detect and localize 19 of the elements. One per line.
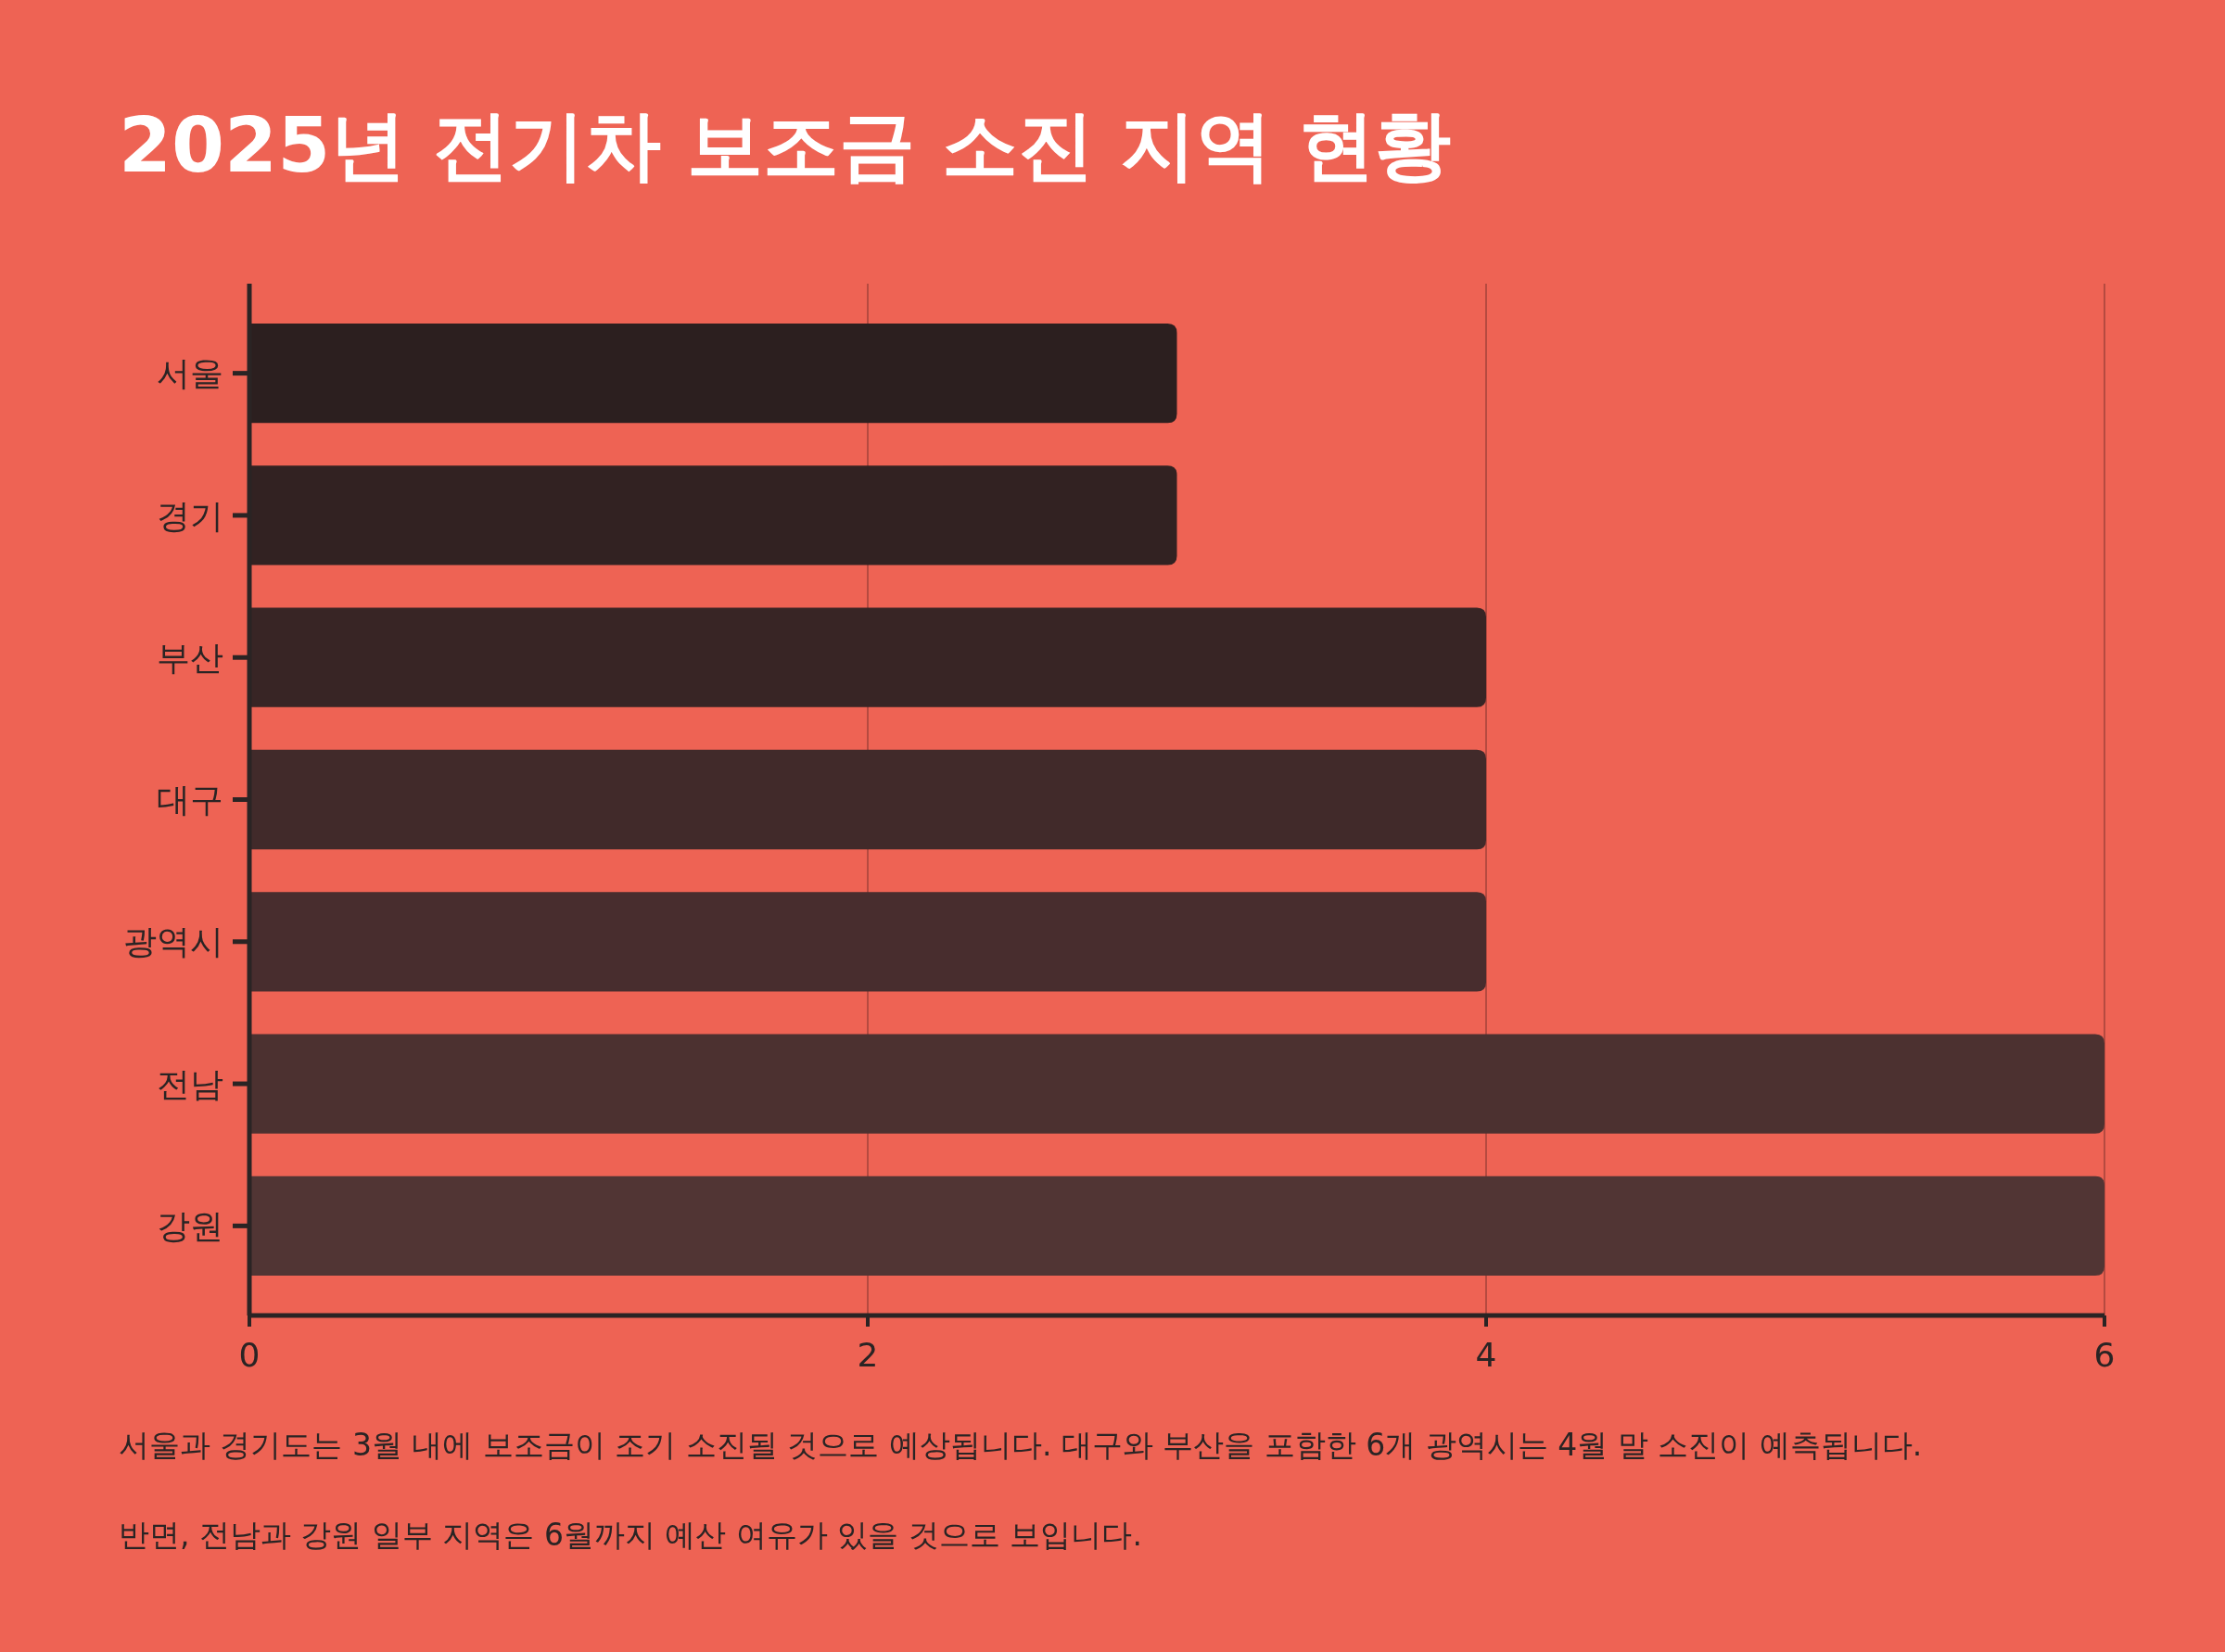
x-tick-label: 0 (238, 1336, 261, 1374)
y-tick-label: 대구 (157, 781, 223, 820)
y-tick-label: 강원 (157, 1206, 223, 1245)
bar (249, 1034, 2104, 1134)
y-tick-label: 부산 (157, 638, 223, 677)
x-tick-label: 4 (1475, 1336, 1497, 1374)
x-tick-label: 6 (2093, 1336, 2116, 1374)
text: 반면, 전남과 강원 일부 지역은 6월까지 예산 여유가 있을 것으로 보입니다. (119, 1517, 1142, 1553)
bar (249, 1175, 2104, 1277)
y-tick-label: 경기 (157, 496, 223, 535)
x-tick-label: 2 (857, 1336, 879, 1374)
bar (249, 749, 1486, 850)
text: 서울과 경기도는 3월 내에 보조금이 조기 소진될 것으로 예상됩니다. 대구와 부산을 포함한 6개 광역시는 4월 말 소진이 예측됩니다. (119, 1427, 1923, 1463)
y-tick-label: 서울 (157, 354, 223, 393)
y-tick-label: 광역시 (123, 922, 223, 961)
bar (249, 607, 1486, 707)
chart-title: 2025년 전기차 보조금 소진 지역 현황 (119, 101, 1451, 189)
bar (249, 892, 1486, 992)
y-tick-label: 전남 (157, 1064, 223, 1103)
